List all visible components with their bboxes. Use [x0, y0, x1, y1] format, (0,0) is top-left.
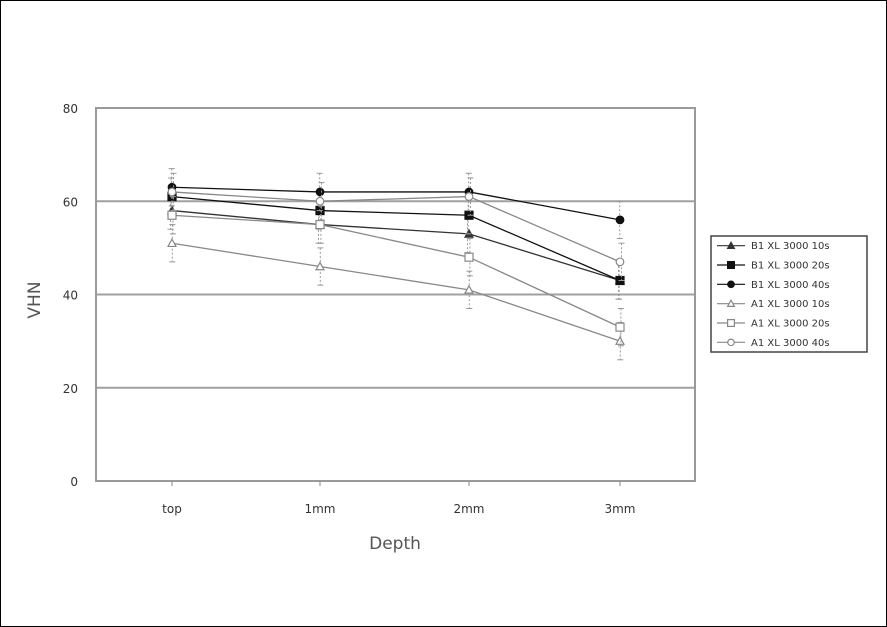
data-point: [727, 338, 735, 347]
series-5: [167, 196, 625, 347]
x-tick-label: 1mm: [304, 502, 335, 516]
series-line: [171, 186, 621, 221]
data-point: [615, 215, 625, 225]
y-tick-label: 40: [63, 289, 78, 303]
data-point: [167, 210, 177, 220]
legend: B1 XL 3000 10s B1 XL 3000 20s B1 XL 3000 4…: [710, 235, 868, 353]
series-line: [171, 191, 621, 263]
data-point: [314, 261, 326, 271]
x-axis-title: Depth: [369, 534, 421, 554]
series-line: [171, 209, 621, 282]
series-line: [171, 214, 621, 328]
x-tick-label: 3mm: [604, 502, 635, 516]
plot-area: [95, 107, 696, 482]
legend-label: A1 XL 3000 20s: [751, 319, 830, 330]
x-tick-label: 2mm: [453, 502, 484, 516]
data-point: [166, 237, 178, 248]
legend-label: A1 XL 3000 10s: [751, 299, 830, 310]
series-4: [166, 224, 626, 361]
legend-box: [710, 235, 868, 353]
data-point: [614, 335, 626, 345]
data-point: [726, 299, 736, 307]
data-point: [615, 257, 625, 267]
y-tick-label: 60: [63, 195, 78, 209]
data-point: [464, 192, 474, 201]
data-point: [315, 196, 325, 206]
x-tick-labels: top 1mm 2mm 3mm: [162, 481, 636, 516]
x-tick-label: top: [162, 502, 182, 516]
data-point: [464, 252, 474, 262]
data-point: [726, 241, 736, 249]
y-tick-labels: 0 20 40 60 80: [63, 102, 78, 489]
data-point: [167, 187, 177, 197]
series-3: [167, 168, 625, 240]
data-point: [315, 187, 325, 197]
data-point: [726, 261, 735, 270]
legend-label: B1 XL 3000 10s: [751, 241, 830, 252]
y-tick-label: 0: [70, 475, 78, 489]
legend-label: B1 XL 3000 40s: [751, 280, 830, 291]
series-line: [171, 195, 621, 282]
y-tick-label: 80: [63, 102, 78, 116]
y-axis-title: VHN: [25, 281, 45, 318]
series-group: [166, 168, 626, 361]
legend-label: B1 XL 3000 20s: [751, 261, 830, 272]
data-point: [615, 322, 625, 332]
series-6: [167, 172, 625, 282]
y-tick-label: 20: [63, 382, 78, 396]
data-point: [726, 319, 735, 328]
data-point: [463, 284, 475, 294]
series-line: [171, 242, 621, 342]
data-point: [727, 280, 735, 289]
data-point: [315, 219, 325, 230]
legend-label: A1 XL 3000 40s: [751, 338, 830, 349]
grid-lines: [96, 200, 695, 389]
